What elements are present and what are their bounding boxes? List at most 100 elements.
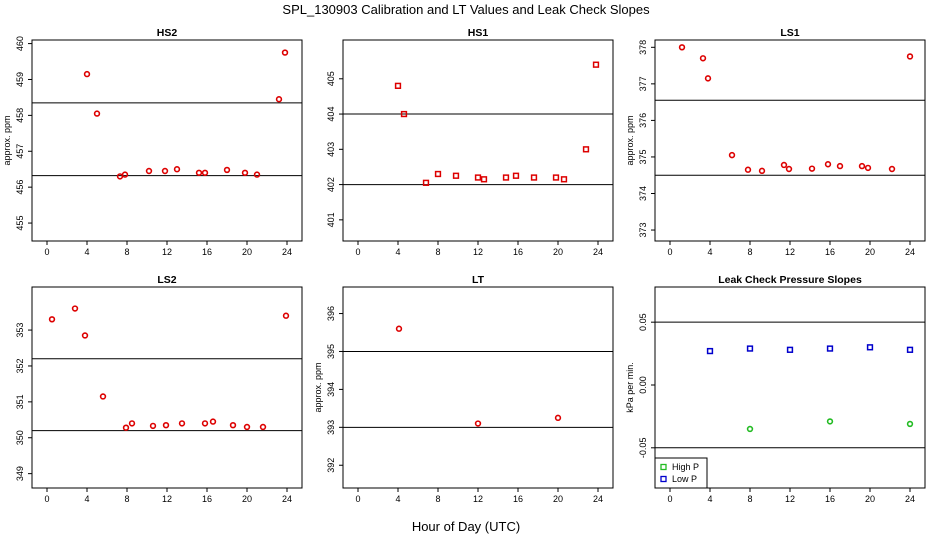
data-point — [704, 75, 712, 82]
x-tick-label: 24 — [593, 494, 603, 504]
y-axis-label: kPa per min. — [625, 362, 635, 413]
y-tick-label: 458 — [15, 108, 25, 123]
x-tick-label: 4 — [395, 494, 400, 504]
x-tick-label: 12 — [785, 247, 795, 257]
x-tick-label: 16 — [513, 247, 523, 257]
data-point — [826, 345, 834, 352]
y-tick-label: 459 — [15, 72, 25, 87]
plot-frame — [342, 39, 614, 242]
data-point — [592, 61, 600, 68]
data-point — [780, 161, 788, 169]
data-point — [223, 166, 231, 174]
y-tick-label: 375 — [638, 149, 648, 164]
x-tick-label: 20 — [553, 247, 563, 257]
panel-1: HS2 approx. ppm 0 4 8 12 16 20 24 455 456 457 458 459… — [2, 27, 303, 257]
data-point — [678, 44, 686, 51]
panel-5: LT approx. ppm 0 4 8 12 16 20 24 392 393 394 395 396 — [313, 274, 614, 504]
data-point — [502, 174, 510, 181]
data-point — [699, 55, 707, 62]
data-point — [582, 146, 590, 153]
data-point — [422, 179, 430, 186]
y-tick-label: 373 — [638, 223, 648, 238]
panel-title: HS1 — [468, 27, 489, 39]
chart-panels: HS2 approx. ppm 0 4 8 12 16 20 24 455 456 457 458 459… — [2, 27, 926, 504]
data-point — [864, 164, 872, 172]
data-point — [746, 345, 754, 352]
x-tick-label: 4 — [395, 247, 400, 257]
x-tick-label: 16 — [825, 247, 835, 257]
data-point — [560, 176, 568, 183]
y-tick-label: 0.00 — [638, 376, 648, 394]
x-tick-label: 12 — [473, 494, 483, 504]
y-tick-label: 378 — [638, 40, 648, 55]
y-tick-label: 396 — [326, 306, 336, 321]
data-point — [530, 174, 538, 181]
data-point — [83, 70, 91, 78]
x-tick-label: 20 — [865, 494, 875, 504]
data-point — [758, 167, 766, 175]
x-tick-label: 0 — [667, 247, 672, 257]
x-tick-label: 8 — [435, 247, 440, 257]
x-tick-label: 12 — [162, 494, 172, 504]
data-point — [149, 422, 157, 430]
x-tick-label: 12 — [785, 494, 795, 504]
data-point — [728, 151, 736, 159]
x-tick-label: 8 — [747, 494, 752, 504]
y-tick-label: 0.05 — [638, 313, 648, 331]
x-tick-label: 24 — [905, 247, 915, 257]
y-tick-label: 455 — [15, 216, 25, 231]
y-tick-label: 352 — [15, 358, 25, 373]
plot-frame — [342, 286, 614, 489]
x-tick-label: 16 — [202, 247, 212, 257]
data-point — [512, 172, 520, 179]
data-point — [824, 161, 832, 168]
data-point — [906, 346, 914, 353]
data-point — [552, 174, 560, 181]
data-point — [785, 165, 793, 173]
y-tick-label: 404 — [326, 107, 336, 122]
data-point — [173, 166, 181, 173]
data-point — [253, 171, 261, 178]
y-tick-label: 393 — [326, 420, 336, 435]
data-point — [434, 170, 442, 178]
data-point — [128, 420, 136, 427]
data-point — [201, 169, 209, 177]
panel-6: Leak Check Pressure Slopes kPa per min. 0 4… — [625, 274, 926, 504]
data-point — [243, 423, 251, 431]
y-tick-label: 457 — [15, 144, 25, 159]
y-tick-label: 353 — [15, 323, 25, 338]
data-point — [480, 176, 488, 183]
legend-marker — [660, 475, 667, 483]
data-point — [145, 167, 153, 175]
x-tick-label: 4 — [707, 247, 712, 257]
x-tick-label: 20 — [553, 494, 563, 504]
data-point — [282, 312, 290, 319]
data-point — [554, 414, 562, 422]
data-point — [71, 305, 79, 312]
x-tick-label: 0 — [355, 494, 360, 504]
x-tick-label: 0 — [44, 247, 49, 257]
data-point — [866, 344, 874, 351]
y-tick-label: 403 — [326, 142, 336, 157]
plot-frame — [31, 286, 303, 489]
data-point — [195, 169, 203, 177]
x-tick-label: 8 — [124, 247, 129, 257]
data-point — [888, 165, 896, 173]
legend-label: Low P — [672, 474, 697, 484]
panel-title: LT — [472, 274, 485, 286]
figure-x-axis-label: Hour of Day (UTC) — [412, 519, 520, 534]
plot-frame — [654, 39, 926, 242]
y-tick-label: 351 — [15, 394, 25, 409]
y-tick-label: 460 — [15, 36, 25, 51]
data-point — [474, 174, 482, 181]
data-point — [906, 53, 914, 60]
x-tick-label: 0 — [355, 247, 360, 257]
data-point — [786, 346, 794, 353]
y-tick-label: 392 — [326, 458, 336, 473]
data-point — [744, 166, 752, 173]
y-tick-label: 376 — [638, 113, 648, 128]
data-point — [394, 82, 402, 89]
data-point — [275, 96, 283, 103]
y-axis-label: approx. ppm — [625, 115, 635, 165]
